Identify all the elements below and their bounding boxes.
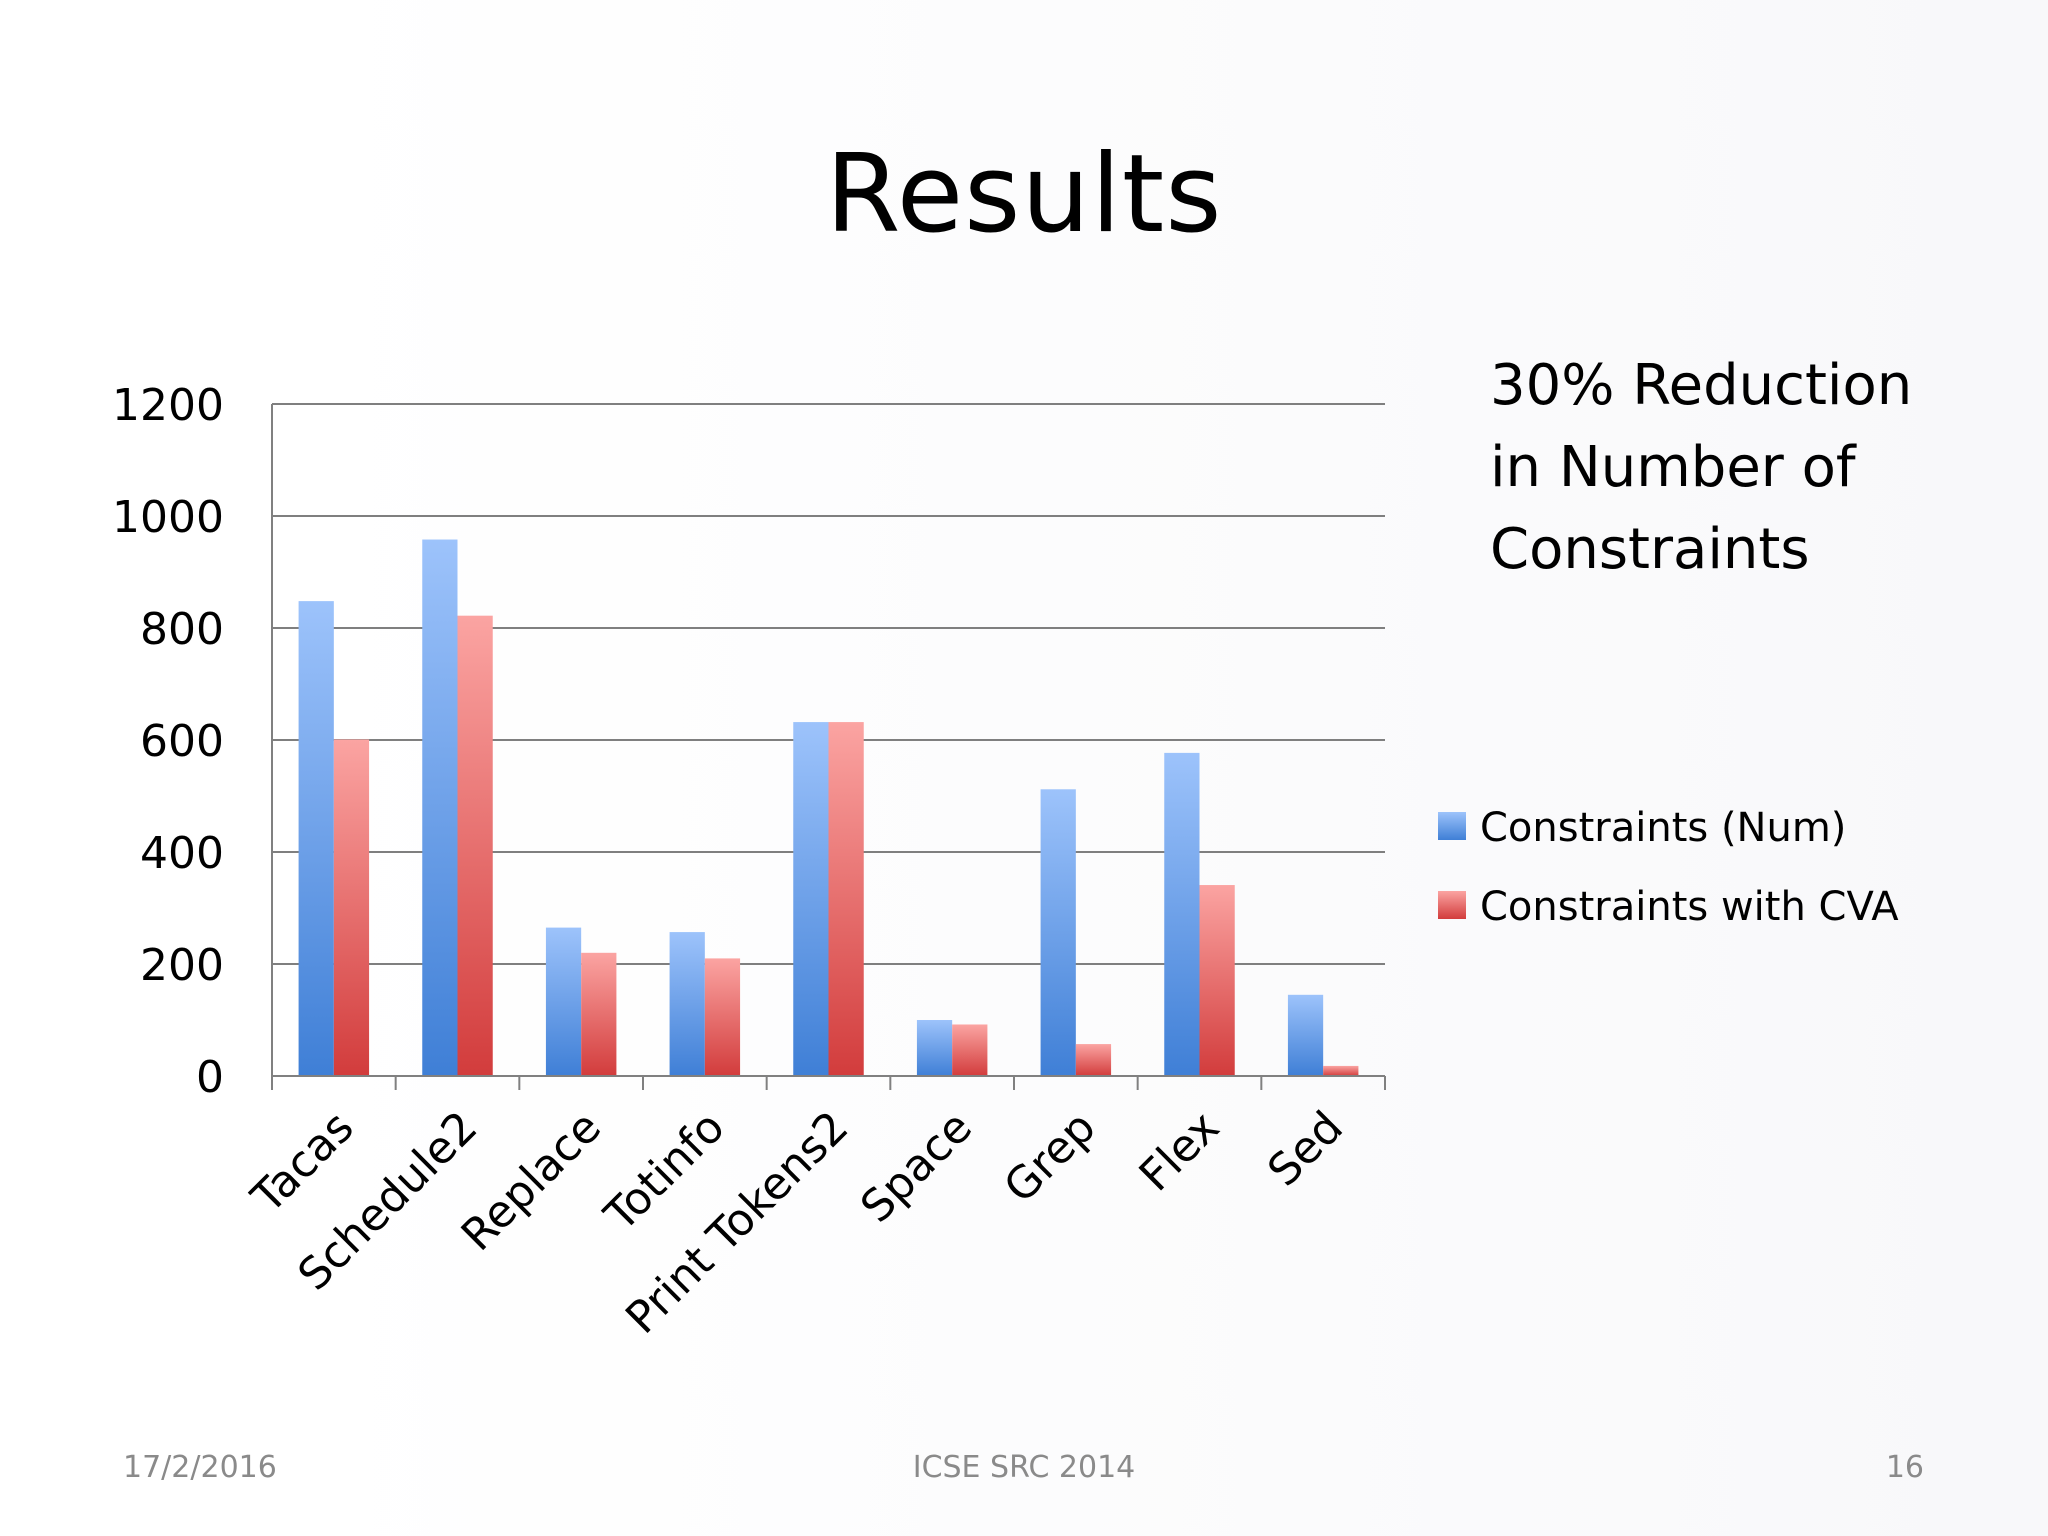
legend-label: Constraints with CVA xyxy=(1480,884,1899,930)
bar-constraints-cva xyxy=(828,722,864,1076)
bar-constraints-cva xyxy=(581,952,617,1076)
x-category-label: Space xyxy=(851,1102,982,1233)
legend-swatch xyxy=(1438,891,1466,919)
y-tick-label: 0 xyxy=(196,1052,224,1103)
x-category-label: Replace xyxy=(452,1102,611,1261)
bar-constraints-num xyxy=(1164,752,1200,1076)
x-category-label: Print Tokens2 xyxy=(616,1102,858,1344)
bar-constraints-num xyxy=(298,601,334,1076)
x-category-label: Flex xyxy=(1130,1102,1230,1202)
bar-constraints-num xyxy=(793,722,829,1076)
chart-axes xyxy=(271,404,1386,1090)
bar-constraints-cva xyxy=(1323,1065,1359,1076)
footer-date: 17/2/2016 xyxy=(123,1450,277,1485)
slide-title: Results xyxy=(825,132,1223,257)
footer-page-number: 16 xyxy=(1885,1450,1924,1485)
reduction-note-line-3: Constraints xyxy=(1490,517,1810,582)
y-tick-label: 200 xyxy=(140,940,224,991)
footer-conference: ICSE SRC 2014 xyxy=(912,1450,1136,1485)
x-category-label: Sed xyxy=(1258,1102,1353,1197)
legend-swatch xyxy=(1438,812,1466,840)
x-category-label: Tacas xyxy=(242,1102,364,1224)
bar-constraints-cva xyxy=(333,739,370,1076)
bar-constraints-cva xyxy=(704,958,741,1076)
bar-constraints-num xyxy=(916,1020,953,1076)
bar-constraints-num xyxy=(545,927,582,1076)
bar-constraints-num xyxy=(669,932,705,1076)
y-tick-label: 400 xyxy=(140,828,224,879)
y-tick-label: 600 xyxy=(140,716,224,767)
y-tick-label: 1000 xyxy=(112,492,224,543)
bar-constraints-num xyxy=(1287,994,1324,1076)
chart-legend: Constraints (Num) Constraints with CVA xyxy=(1438,805,1899,930)
y-tick-label: 800 xyxy=(140,604,224,655)
bar-constraints-cva xyxy=(1199,885,1235,1076)
bar-constraints-num xyxy=(422,539,458,1076)
bar-constraints-num xyxy=(1040,789,1076,1076)
reduction-note-line-2: in Number of xyxy=(1490,435,1856,500)
bar-constraints-cva xyxy=(457,615,493,1076)
x-category-label: Grep xyxy=(994,1102,1105,1213)
bar-constraints-cva xyxy=(952,1024,988,1076)
bar-constraints-cva xyxy=(1075,1044,1112,1076)
reduction-note-line-1: 30% Reduction xyxy=(1490,353,1913,418)
chart-bars xyxy=(298,539,1359,1076)
y-tick-label: 1200 xyxy=(112,380,224,431)
legend-label: Constraints (Num) xyxy=(1480,805,1846,851)
reduction-note: 30% Reduction in Number of Constraints xyxy=(1490,345,2010,591)
